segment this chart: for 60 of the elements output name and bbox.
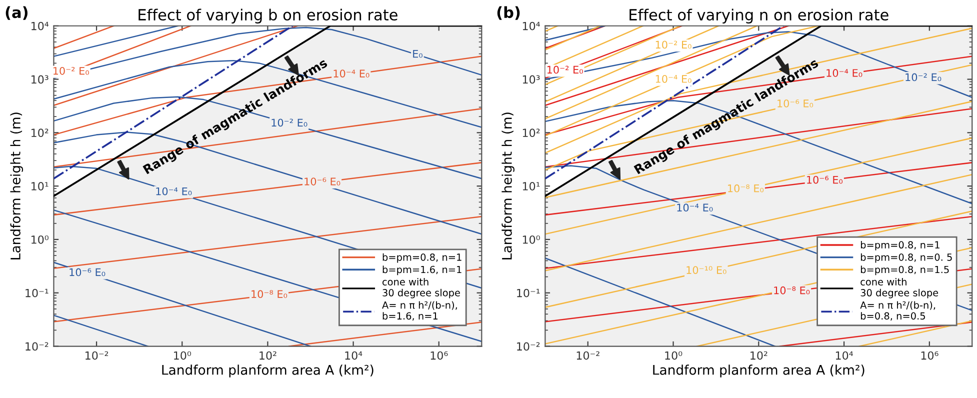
y-axis-title: Landform height h (m) bbox=[10, 112, 24, 260]
x-tick-label: 10⁰ bbox=[174, 351, 192, 360]
x-tick-label: 10⁻² bbox=[86, 351, 108, 360]
legend-label: b=pm=0.8, n=0. 5 bbox=[860, 253, 952, 263]
legend-label: b=pm=1.6, n=1 bbox=[382, 266, 462, 276]
y-axis-title: Landform height h (m) bbox=[502, 112, 514, 260]
annotation: 10⁻⁸ E₀ bbox=[774, 286, 810, 294]
legend-label: b=pm=0.8, n=1 bbox=[382, 253, 462, 263]
x-tick-label: 10⁰ bbox=[665, 351, 682, 360]
annotation: 10⁻² E₀ bbox=[656, 40, 692, 49]
annotation: 10⁻⁶ E₀ bbox=[304, 178, 340, 186]
x-tick-label: 10⁶ bbox=[430, 351, 448, 360]
legend-label: cone with 30 degree slope bbox=[860, 278, 938, 298]
legend-label: b=pm=0.8, n=1.5 bbox=[860, 266, 949, 276]
annotation: 10⁻¹⁰ E₀ bbox=[686, 266, 726, 274]
y-tick-label: 10⁰ bbox=[32, 235, 48, 244]
annotation: 10⁻⁴ E₀ bbox=[656, 74, 692, 83]
legend-label: A= n π h²/(b-n), b=1.6, n=1 bbox=[382, 301, 457, 321]
chart-title: Effect of varying n on erosion rate bbox=[630, 8, 888, 24]
x-tick-label: 10⁴ bbox=[345, 351, 362, 360]
x-tick-label: 10⁶ bbox=[921, 351, 938, 360]
annotation: 10⁻² E₀ bbox=[272, 118, 308, 127]
legend-label: cone with 30 degree slope bbox=[382, 278, 460, 298]
annotation: 10⁻² E₀ bbox=[53, 66, 89, 75]
x-tick-label: 10² bbox=[750, 351, 768, 360]
legend-label: b=pm=0.8, n=1 bbox=[860, 241, 940, 250]
x-tick-label: 10⁴ bbox=[836, 351, 853, 360]
annotation: 10⁻⁶ E₀ bbox=[70, 268, 106, 276]
chart-title: Effect of varying b on erosion rate bbox=[138, 8, 398, 24]
y-tick-label: 10⁴ bbox=[32, 22, 49, 30]
y-tick-label: 10⁻¹ bbox=[517, 288, 540, 298]
legend-label: A= n π h²/(b-n), b=0.8, n=0.5 bbox=[860, 301, 936, 321]
y-tick-label: 10¹ bbox=[32, 182, 48, 190]
x-tick-label: 10² bbox=[260, 351, 276, 360]
text: (a) bbox=[6, 6, 28, 20]
y-tick-label: 10⁻² bbox=[517, 342, 540, 351]
y-tick-label: 10¹ bbox=[522, 182, 540, 190]
text: (b) bbox=[497, 6, 520, 20]
annotation: 10⁻⁴ E₀ bbox=[334, 70, 370, 78]
y-tick-label: 10² bbox=[522, 128, 540, 138]
y-tick-label: 10² bbox=[32, 128, 48, 138]
x-axis-title: Landform planform area A (km²) bbox=[653, 364, 864, 378]
annotation: 10⁻⁶ E₀ bbox=[807, 176, 843, 184]
y-tick-label: 10⁴ bbox=[522, 22, 540, 30]
annotation: 10⁻⁴ E₀ bbox=[156, 187, 192, 196]
y-tick-label: 10⁻² bbox=[26, 342, 48, 351]
annotation: 10⁻⁸ E₀ bbox=[728, 184, 764, 192]
y-tick-label: 10³ bbox=[522, 75, 540, 84]
y-tick-label: 10⁰ bbox=[522, 235, 540, 244]
annotation: 10⁻² E₀ bbox=[906, 73, 942, 82]
x-axis-title: Landform planform area A (km²) bbox=[162, 364, 374, 378]
annotation: 10⁻⁶ E₀ bbox=[778, 100, 814, 108]
annotation: E₀ bbox=[413, 50, 422, 58]
y-tick-label: 10³ bbox=[32, 75, 48, 84]
annotation: 10⁻⁸ E₀ bbox=[252, 290, 288, 298]
annotation: 10⁻² E₀ bbox=[547, 66, 583, 74]
x-tick-label: 10⁻² bbox=[576, 351, 600, 360]
annotation: 10⁻⁴ E₀ bbox=[826, 69, 862, 77]
y-tick-label: 10⁻¹ bbox=[26, 288, 48, 298]
annotation: 10⁻⁴ E₀ bbox=[677, 204, 713, 212]
